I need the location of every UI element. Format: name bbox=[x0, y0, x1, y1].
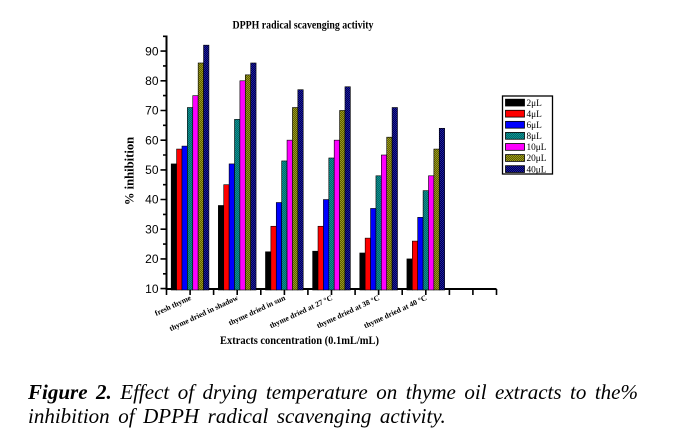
svg-text:40μL: 40μL bbox=[527, 165, 547, 175]
svg-text:90: 90 bbox=[145, 44, 159, 58]
svg-text:% inhibition: % inhibition bbox=[123, 137, 137, 205]
svg-text:20μL: 20μL bbox=[527, 154, 547, 164]
svg-text:20: 20 bbox=[145, 252, 159, 266]
svg-text:10μL: 10μL bbox=[527, 143, 547, 153]
svg-text:50: 50 bbox=[145, 163, 159, 177]
svg-text:60: 60 bbox=[145, 133, 159, 147]
svg-text:Extracts concentration (0.1mL/: Extracts concentration (0.1mL/mL) bbox=[220, 334, 379, 347]
svg-text:6μL: 6μL bbox=[527, 121, 543, 131]
svg-text:30: 30 bbox=[145, 222, 159, 236]
svg-text:fresh thyme: fresh thyme bbox=[153, 293, 193, 318]
svg-text:10: 10 bbox=[145, 282, 159, 296]
svg-text:4μL: 4μL bbox=[527, 110, 543, 120]
svg-text:DPPH radical scavenging activi: DPPH radical scavenging activity bbox=[233, 19, 374, 32]
svg-text:2μL: 2μL bbox=[527, 99, 543, 109]
svg-text:40: 40 bbox=[145, 193, 159, 207]
svg-text:80: 80 bbox=[145, 74, 159, 88]
svg-text:70: 70 bbox=[145, 104, 159, 118]
svg-text:8μL: 8μL bbox=[527, 132, 543, 142]
